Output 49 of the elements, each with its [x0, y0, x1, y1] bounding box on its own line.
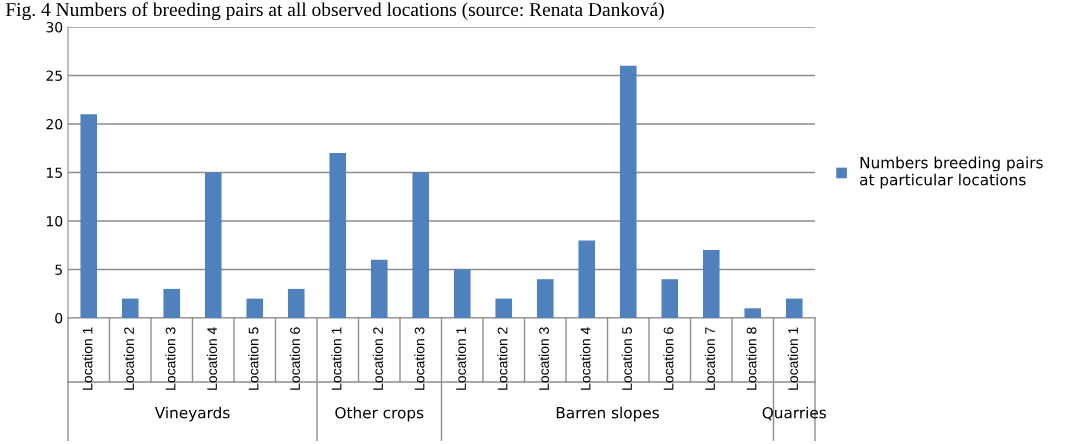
bar: [744, 308, 762, 318]
bar: [453, 269, 471, 318]
text: Quarries: [762, 406, 826, 421]
x-tick-label: Location 8: [746, 327, 757, 390]
x-tick-label: Location 1: [82, 327, 93, 390]
x-tick-label: Location 1: [331, 327, 342, 390]
bar: [370, 259, 388, 318]
bar: [412, 172, 430, 318]
x-tick-label: Location 1: [787, 327, 798, 390]
legend-label: Numbers breeding pairs at particular locations: [860, 156, 1043, 189]
bar: [661, 279, 679, 318]
text: Barren slopes: [556, 406, 659, 422]
x-tick-label: Location 7: [704, 327, 715, 390]
bar: [80, 114, 98, 318]
bar: [204, 172, 222, 318]
y-tick-label: 20: [46, 118, 63, 130]
bar: [495, 298, 513, 318]
x-tick-label: Location 3: [538, 327, 549, 390]
bar: [619, 65, 637, 318]
y-tick-label: 15: [46, 167, 62, 178]
y-tick-label: 5: [55, 264, 62, 275]
bar: [163, 288, 181, 318]
x-tick-label: Location 6: [289, 327, 300, 390]
x-tick-label: Location 1: [455, 327, 466, 390]
text: Vineyards: [154, 406, 230, 422]
chart-title: Fig. 4 Numbers of breeding pairs at all observed locations (source: Renata Danková): [5, 2, 664, 21]
x-tick-label: Location 4: [206, 327, 217, 390]
bar: [246, 298, 264, 318]
x-tick-label: Location 2: [123, 327, 134, 390]
x-tick-label: Location 3: [414, 327, 425, 390]
x-tick-label: Location 5: [248, 327, 259, 390]
bar: [785, 298, 803, 318]
bar: [287, 288, 305, 318]
x-tick-label: Location 4: [580, 327, 591, 390]
bar: [536, 279, 554, 318]
x-tick-label: Location 6: [663, 327, 674, 390]
x-tick-label: Location 2: [497, 327, 508, 390]
y-tick-label: 30: [46, 21, 63, 33]
x-tick-label: Location 2: [372, 327, 383, 390]
y-tick-label: 10: [46, 215, 63, 227]
bar: [578, 240, 596, 318]
y-tick-label: 0: [55, 312, 63, 324]
x-tick-label: Location 3: [165, 327, 176, 390]
x-tick-label: Location 5: [621, 327, 632, 390]
bar: [702, 250, 720, 318]
bar: [329, 153, 347, 318]
text: Other crops: [335, 406, 424, 422]
y-tick-label: 25: [46, 70, 62, 81]
bar: [121, 298, 139, 318]
